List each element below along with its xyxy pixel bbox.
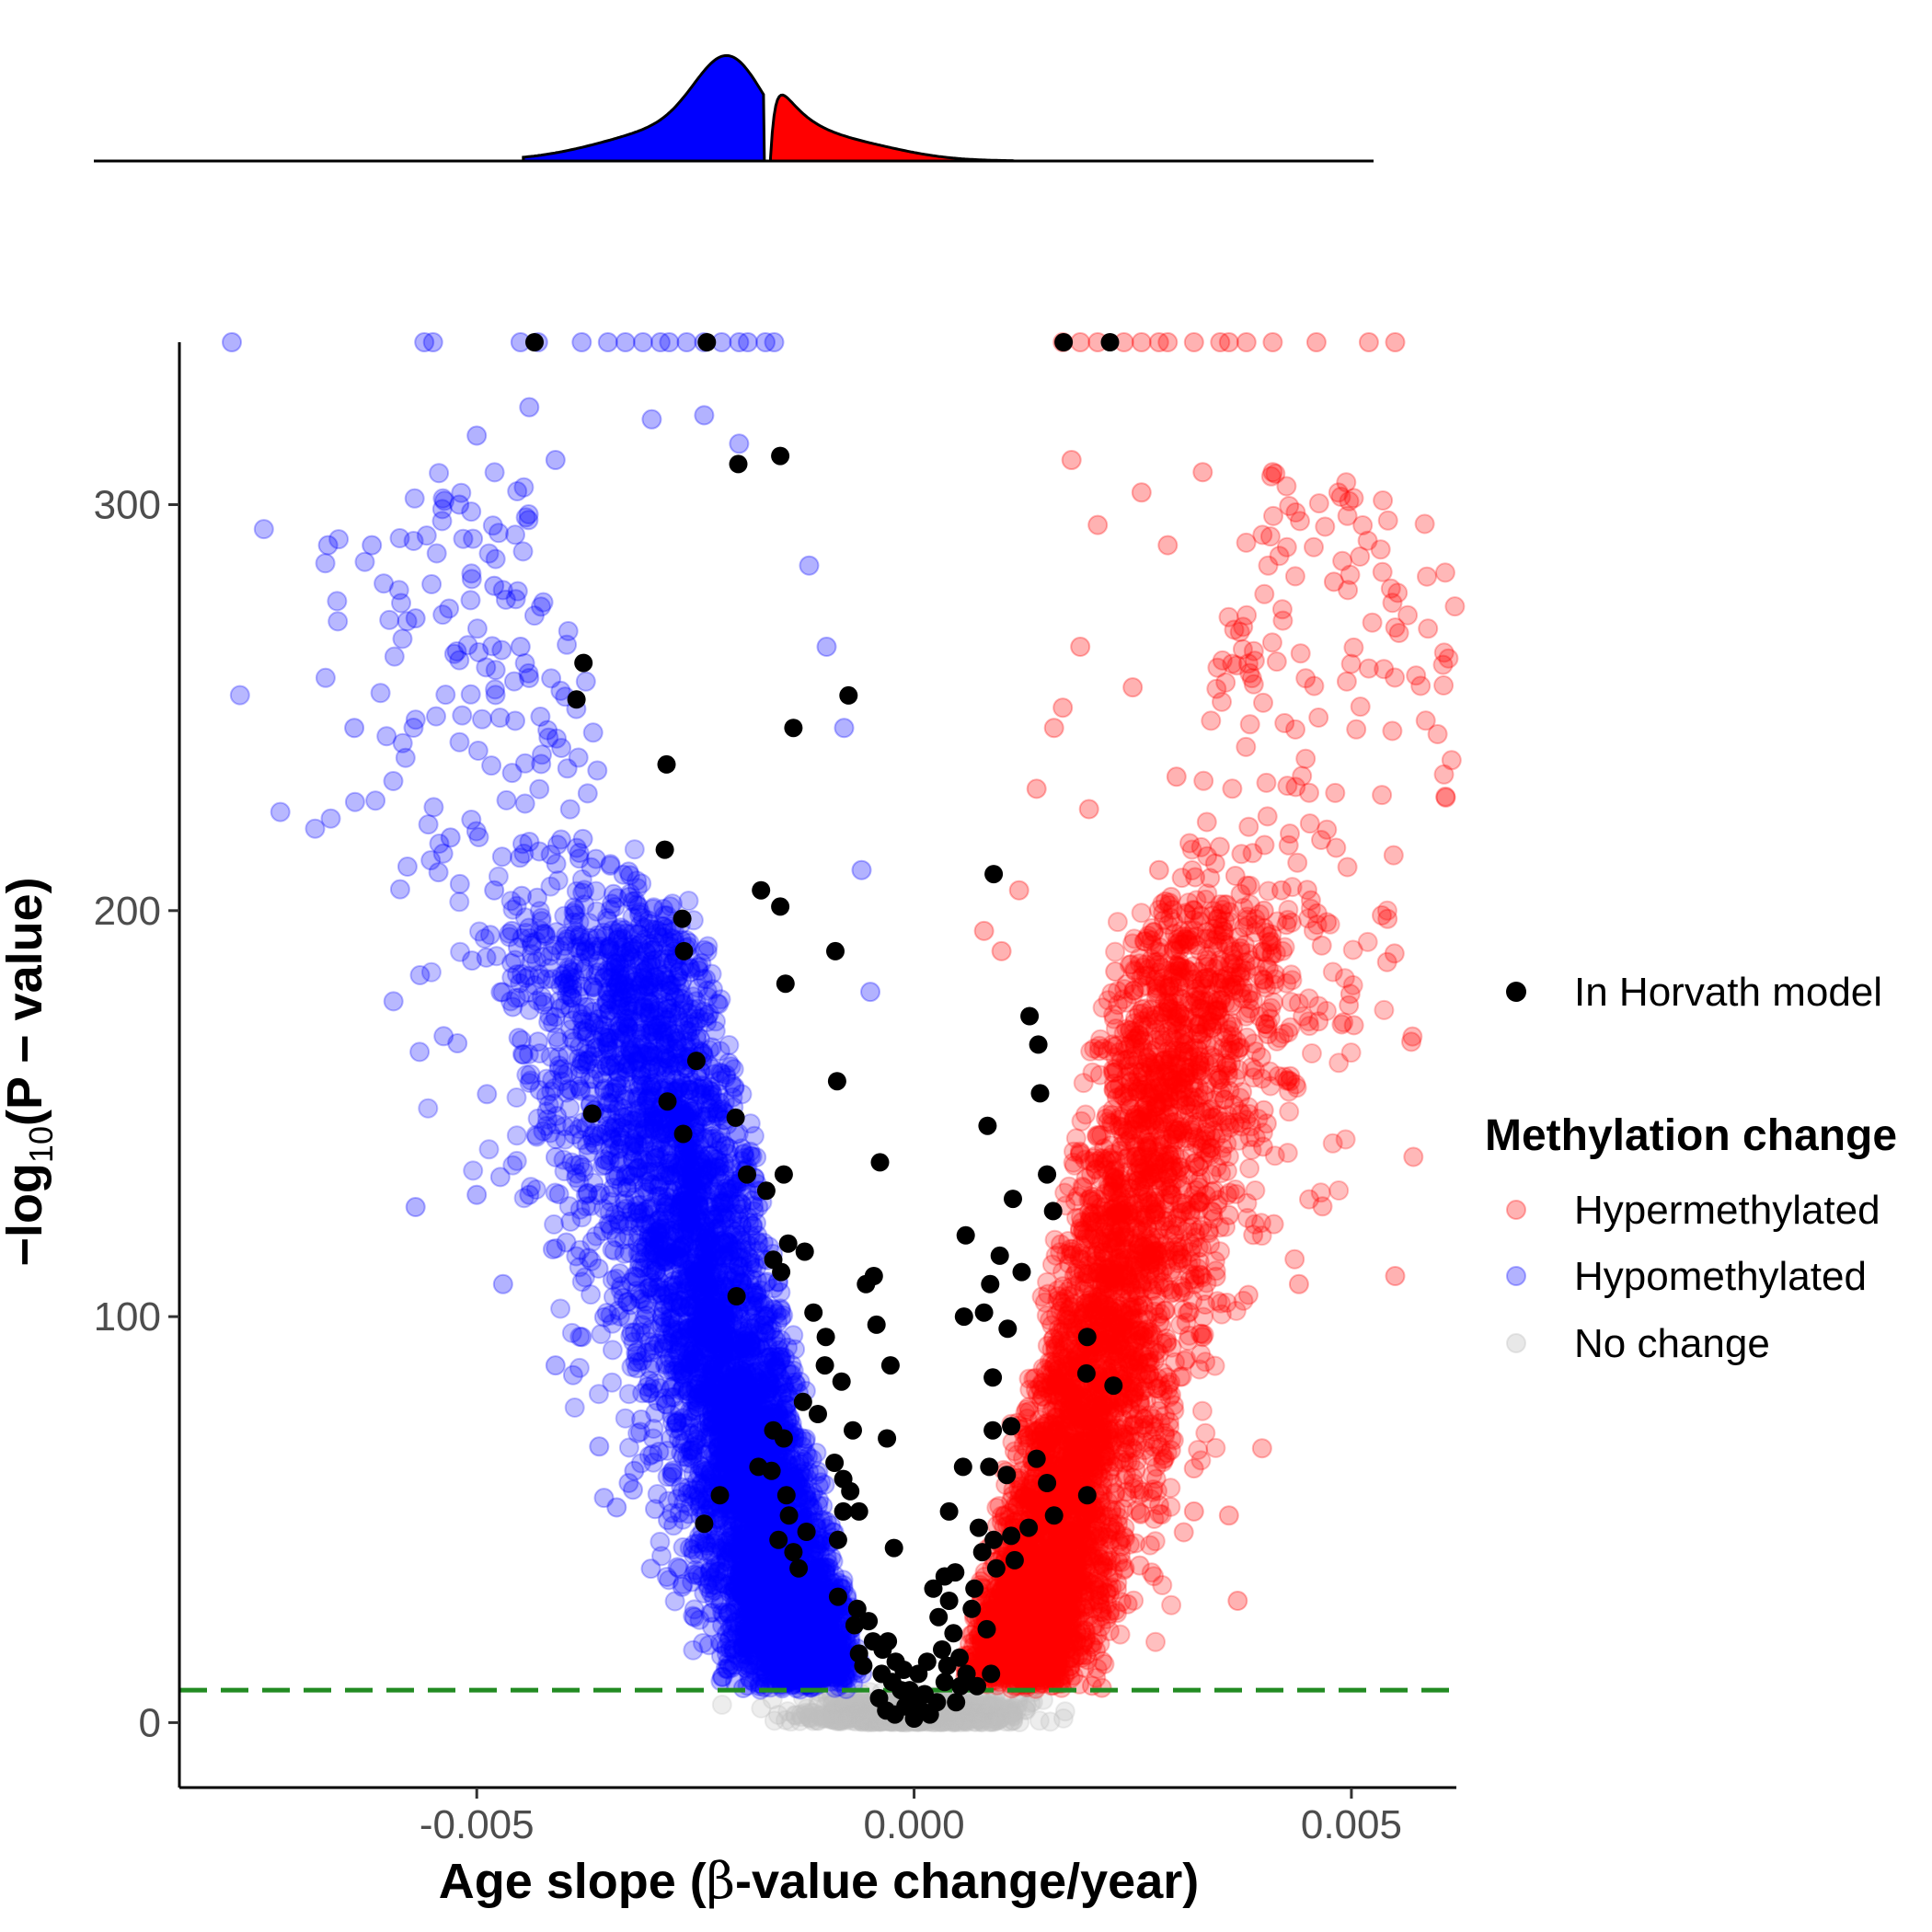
- data-point-no-change: [1052, 1708, 1074, 1729]
- data-point-no-change: [961, 1698, 983, 1719]
- data-point-hypomethylated: [783, 1325, 804, 1346]
- data-point-no-change: [811, 1705, 833, 1726]
- data-point-no-change: [1016, 1700, 1037, 1721]
- data-point-no-change: [968, 1709, 989, 1731]
- data-point-no-change: [833, 1696, 854, 1718]
- data-point-no-change: [849, 1694, 870, 1714]
- data-point-no-change: [981, 1705, 1002, 1726]
- data-point-hypomethylated: [602, 1340, 623, 1361]
- data-point-no-change: [826, 1688, 847, 1709]
- data-point-no-change: [1002, 1704, 1022, 1725]
- data-point-no-change: [810, 1706, 830, 1727]
- data-point-no-change: [960, 1702, 981, 1723]
- data-point-no-change: [802, 1710, 823, 1731]
- data-point-no-change: [982, 1704, 1002, 1725]
- data-point-no-change: [853, 1706, 874, 1727]
- data-point-no-change: [960, 1708, 982, 1729]
- data-point-hypomethylated: [463, 1160, 484, 1181]
- data-point-no-change: [825, 1708, 846, 1730]
- data-point-no-change: [986, 1698, 1007, 1719]
- data-point-hypomethylated: [506, 1087, 527, 1108]
- data-point-no-change: [852, 1711, 873, 1732]
- scatter-points: [222, 332, 1466, 1733]
- data-point-no-change: [822, 1701, 844, 1722]
- data-point-no-change: [958, 1703, 978, 1724]
- data-point-hypomethylated: [544, 1213, 565, 1235]
- data-point-no-change: [851, 1703, 872, 1724]
- data-point-hypomethylated: [506, 1125, 527, 1146]
- data-point-no-change: [845, 1692, 866, 1713]
- data-point-no-change: [857, 1709, 878, 1731]
- data-point-no-change: [961, 1701, 983, 1722]
- data-point-no-change: [800, 1708, 822, 1730]
- density-hypermethylated: [768, 93, 1015, 163]
- data-point-no-change: [845, 1694, 867, 1715]
- data-point-no-change: [711, 1695, 732, 1715]
- data-point-no-change: [949, 1710, 969, 1731]
- data-point-no-change: [971, 1695, 992, 1716]
- data-point-no-change: [1029, 1710, 1050, 1731]
- data-point-no-change: [956, 1709, 977, 1731]
- data-point-no-change: [857, 1703, 879, 1724]
- data-point-no-change: [790, 1704, 811, 1725]
- data-point-no-change: [1009, 1712, 1030, 1732]
- data-point-no-change: [849, 1699, 870, 1720]
- data-point-no-change: [980, 1705, 1001, 1726]
- data-point-no-change: [1004, 1697, 1025, 1719]
- data-point-no-change: [963, 1702, 984, 1723]
- data-point-hypomethylated: [693, 1633, 713, 1653]
- data-point-no-change: [833, 1707, 854, 1727]
- density-hypomethylated: [522, 53, 766, 163]
- data-point-no-change: [964, 1702, 985, 1723]
- data-point-no-change: [841, 1701, 862, 1722]
- data-point-no-change: [839, 1708, 860, 1729]
- data-point-no-change: [822, 1699, 844, 1719]
- data-point-no-change: [851, 1707, 872, 1728]
- data-point-no-change: [845, 1711, 867, 1732]
- data-point-no-change: [855, 1709, 876, 1731]
- data-point-no-change: [855, 1699, 876, 1720]
- data-point-no-change: [767, 1705, 788, 1725]
- data-point-no-change: [835, 1707, 857, 1728]
- data-point-no-change: [847, 1708, 868, 1729]
- data-point-no-change: [826, 1704, 847, 1725]
- data-point-no-change: [1001, 1697, 1022, 1719]
- data-point-hypomethylated: [564, 1397, 585, 1418]
- data-point-no-change: [857, 1711, 878, 1732]
- data-point-hypomethylated: [506, 1150, 527, 1171]
- data-point-no-change: [845, 1703, 866, 1724]
- data-point-hypomethylated: [678, 891, 699, 912]
- data-point-hypomethylated: [478, 1139, 500, 1160]
- data-point-no-change: [971, 1709, 992, 1731]
- data-point-no-change: [1000, 1711, 1020, 1732]
- data-point-no-change: [979, 1696, 1000, 1717]
- data-point-no-change: [799, 1708, 821, 1728]
- data-point-no-change: [863, 1712, 884, 1732]
- data-point-no-change: [836, 1693, 857, 1714]
- data-point-no-change: [827, 1701, 848, 1722]
- data-point-no-change: [791, 1707, 812, 1728]
- marginal-density-panel: [94, 53, 1374, 163]
- data-point-no-change: [944, 1710, 965, 1731]
- data-point-no-change: [831, 1697, 852, 1719]
- data-point-hypomethylated: [550, 1298, 571, 1319]
- data-point-no-change: [857, 1700, 878, 1720]
- data-point-no-change: [969, 1708, 989, 1730]
- data-point-no-change: [842, 1710, 863, 1731]
- data-point-no-change: [837, 1708, 857, 1730]
- data-point-no-change: [960, 1708, 982, 1730]
